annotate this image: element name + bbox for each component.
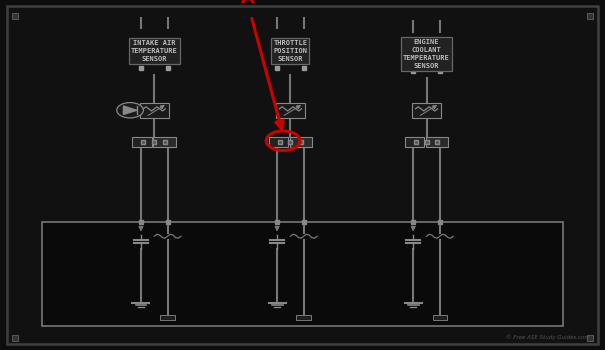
Text: THROTTLE
POSITION
SENSOR: THROTTLE POSITION SENSOR bbox=[273, 40, 307, 62]
Bar bbox=[290, 137, 312, 147]
Bar bbox=[426, 137, 448, 147]
Bar bbox=[269, 137, 288, 147]
Bar bbox=[276, 103, 305, 118]
Bar bbox=[296, 315, 311, 320]
Bar bbox=[42, 222, 563, 326]
Text: INTAKE AIR
TEMPERATURE
SENSOR: INTAKE AIR TEMPERATURE SENSOR bbox=[131, 40, 178, 62]
Text: ENGINE
COOLANT
TEMPERATURE
SENSOR: ENGINE COOLANT TEMPERATURE SENSOR bbox=[403, 39, 450, 69]
Bar bbox=[433, 315, 447, 320]
Bar bbox=[154, 137, 176, 147]
Bar bbox=[405, 137, 424, 147]
Bar bbox=[412, 103, 441, 118]
Bar bbox=[160, 315, 175, 320]
Bar bbox=[132, 137, 152, 147]
Text: © Free ASE Study Guides.com: © Free ASE Study Guides.com bbox=[506, 335, 590, 340]
Text: A: A bbox=[241, 0, 255, 7]
Bar bbox=[140, 103, 169, 118]
Polygon shape bbox=[123, 106, 137, 114]
Circle shape bbox=[117, 103, 143, 118]
